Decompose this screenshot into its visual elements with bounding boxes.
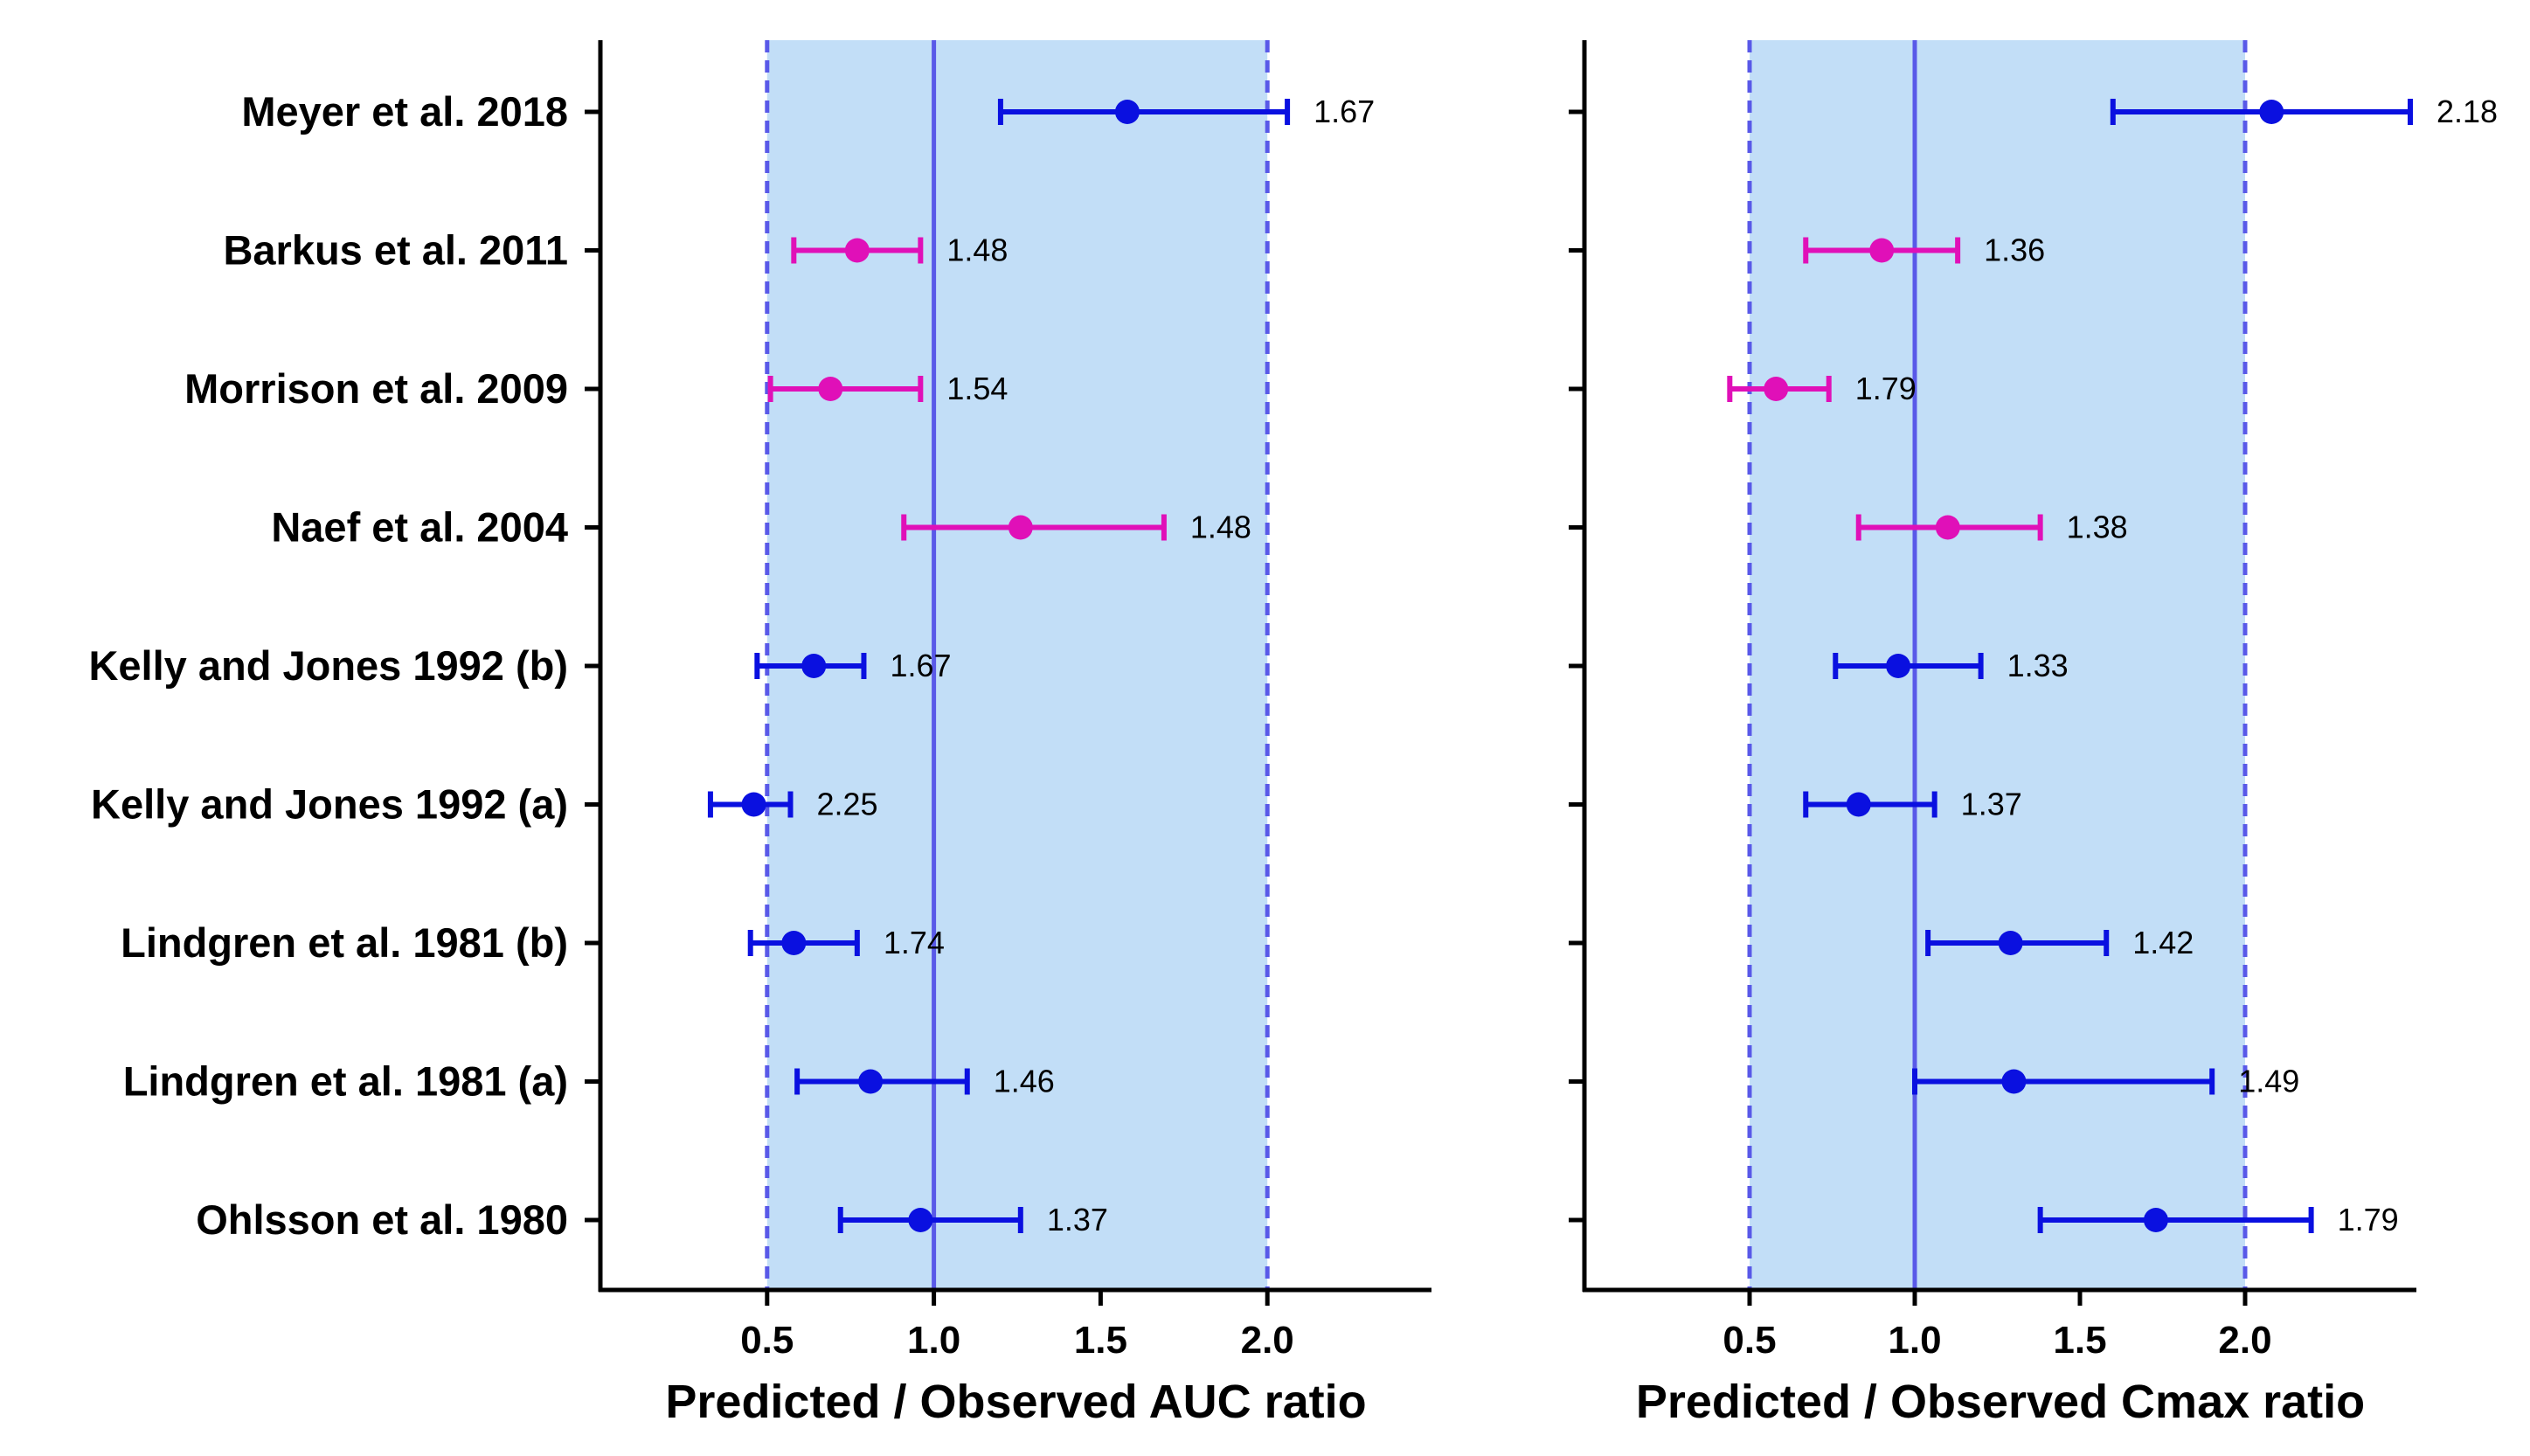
ratio-marker [2143,1208,2168,1232]
data-point-group: 1.38 [1855,510,2128,545]
ratio-marker [1886,654,1911,678]
data-point-group: 1.48 [901,510,1251,545]
study-label: Morrison et al. 2009 [184,365,568,412]
data-point-group: 2.18 [2110,94,2498,129]
data-label: 1.54 [946,371,1008,406]
study-label: Kelly and Jones 1992 (b) [88,642,568,689]
data-point-group: 1.74 [747,925,945,960]
ratio-marker [908,1208,933,1232]
ratio-marker [1869,238,1895,263]
ratio-marker [1846,792,1871,817]
auc-ratio-panel: 0.5 1.0 1.5 2.0 Predicted / Observed AUC rat… [585,40,1431,1428]
cmax-ratio-panel: 0.5 1.0 1.5 2.0 Predicted / Observed Cmax ra… [1569,40,2498,1428]
data-point-group: 2.25 [707,787,878,822]
study-label: Barkus et al. 2011 [223,227,568,274]
data-label: 1.37 [1047,1202,1108,1238]
ratio-marker [2001,1069,2027,1094]
data-point-group: 1.37 [1803,787,2022,822]
data-point-group: 1.42 [1925,925,2194,960]
data-point-group: 1.67 [754,648,952,683]
x-tick-label: 0.5 [740,1319,794,1362]
ratio-marker [1114,100,1140,124]
ratio-marker [1935,515,1960,540]
ratio-marker [858,1069,884,1094]
data-label: 1.67 [1314,94,1375,129]
study-label: Ohlsson et al. 1980 [196,1196,568,1243]
data-point-group: 1.37 [837,1202,1108,1238]
data-point-group: 1.36 [1803,232,2045,268]
ratio-marker [801,654,827,678]
study-labels: Meyer et al. 2018 Barkus et al. 2011 Morri… [88,88,568,1243]
data-point-group: 1.79 [1727,371,1917,406]
data-label: 1.49 [2238,1064,2299,1099]
x-tick-label: 2.0 [2218,1319,2271,1362]
data-label: 1.79 [1855,371,1917,406]
ratio-marker [1008,515,1033,540]
acceptance-band [1750,40,2245,1290]
ratio-marker [2259,100,2284,124]
data-point-group: 1.79 [2037,1202,2399,1238]
ratio-marker [1764,377,1789,401]
data-point-group: 1.46 [794,1064,1055,1099]
x-axis-title: Predicted / Observed AUC ratio [665,1376,1366,1428]
data-point-group: 1.67 [997,94,1375,129]
data-label: 1.38 [2067,510,2128,545]
data-label: 1.36 [1984,232,2045,268]
data-label: 1.74 [884,925,945,960]
ratio-marker [1998,931,2023,955]
ratio-marker [818,377,843,401]
data-label: 2.25 [817,787,878,822]
ratio-marker [741,792,766,817]
x-tick-label: 1.5 [1074,1319,1127,1362]
x-tick-label: 0.5 [1722,1319,1776,1362]
study-label: Kelly and Jones 1992 (a) [91,781,568,828]
data-point-group: 1.33 [1833,648,2069,683]
ratio-marker [844,238,870,263]
study-label: Meyer et al. 2018 [241,88,568,135]
data-point-group: 1.49 [1912,1064,2299,1099]
x-tick-label: 2.0 [1241,1319,1294,1362]
data-label: 1.37 [1961,787,2022,822]
ratio-marker [781,931,807,955]
x-axis-title: Predicted / Observed Cmax ratio [1636,1376,2365,1428]
study-label: Naef et al. 2004 [271,504,568,551]
x-tick-label: 1.0 [1888,1319,1941,1362]
data-label: 1.42 [2132,925,2194,960]
data-label: 2.18 [2436,94,2498,129]
data-label: 1.33 [2007,648,2069,683]
data-point-group: 1.54 [767,371,1008,406]
data-point-group: 1.48 [791,232,1008,268]
x-tick-label: 1.5 [2053,1319,2106,1362]
data-label: 1.46 [994,1064,1055,1099]
data-label: 1.79 [2338,1202,2399,1238]
x-tick-label: 1.0 [907,1319,960,1362]
data-label: 1.48 [946,232,1008,268]
data-label: 1.48 [1190,510,1251,545]
study-label: Lindgren et al. 1981 (b) [121,919,568,966]
study-label: Lindgren et al. 1981 (a) [123,1058,568,1105]
data-label: 1.67 [890,648,951,683]
